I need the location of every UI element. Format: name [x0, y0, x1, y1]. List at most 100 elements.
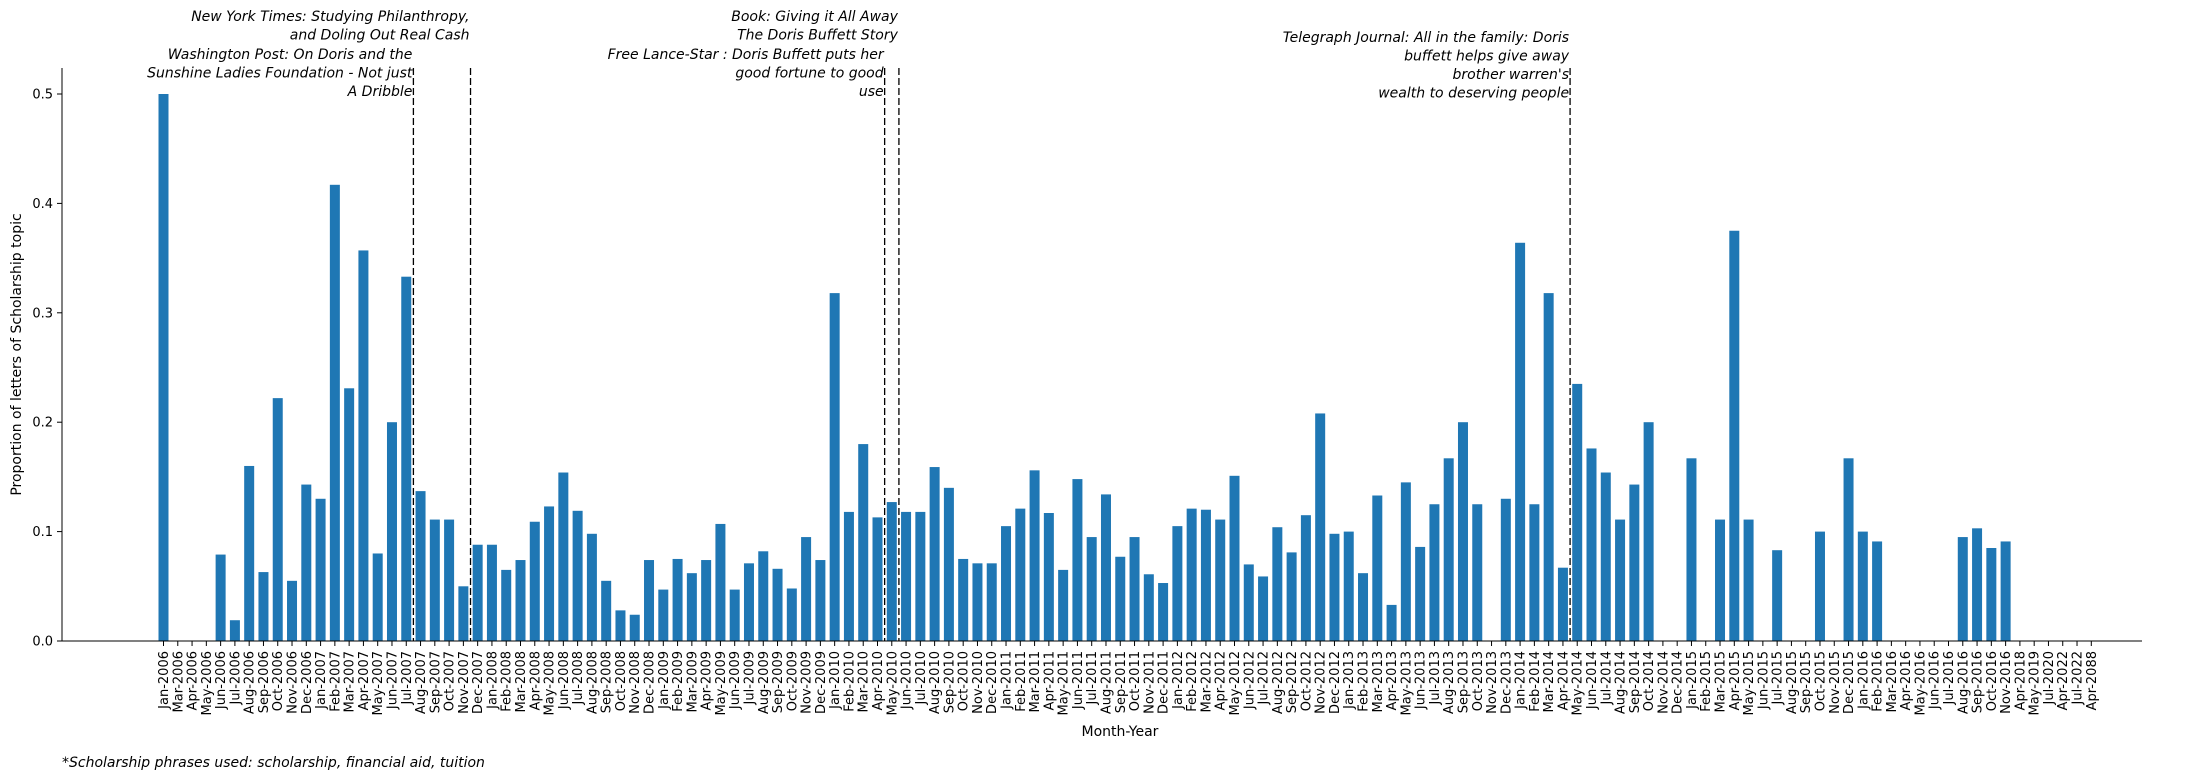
- x-tick-label: May-2006: [200, 651, 215, 715]
- x-tick-label: Jul-2010: [914, 651, 929, 705]
- x-axis-title: Month-Year: [1082, 724, 1159, 740]
- bar: [1972, 528, 1983, 641]
- bar: [315, 498, 326, 641]
- x-tick-label: Dec-2008: [643, 651, 658, 714]
- bar: [958, 558, 969, 641]
- bar: [1001, 526, 1012, 641]
- bar: [1400, 482, 1411, 641]
- bar: [1100, 494, 1111, 641]
- bar: [1058, 569, 1069, 641]
- x-tick-label: Jun-2007: [385, 651, 400, 710]
- annotation-line: The Doris Buffett Story: [737, 28, 899, 44]
- x-tick-label: Dec-2015: [1842, 651, 1857, 714]
- x-tick-label: Jan-2007: [314, 651, 329, 710]
- bar: [1329, 533, 1340, 641]
- x-tick-label: Mar-2012: [1199, 651, 1214, 712]
- bar: [1258, 576, 1269, 641]
- bar: [1857, 531, 1868, 641]
- x-tick-label: Sep-2014: [1628, 651, 1643, 713]
- bar: [743, 563, 754, 641]
- x-tick-label: Oct-2006: [271, 651, 286, 711]
- x-tick-label: Nov-2010: [971, 651, 986, 714]
- x-tick-label: Aug-2010: [928, 651, 943, 714]
- bar: [1743, 519, 1754, 641]
- x-tick-label: Mar-2011: [1028, 651, 1043, 712]
- bar: [929, 467, 940, 641]
- x-tick-label: Nov-2006: [286, 651, 301, 714]
- x-tick-label: Nov-2008: [628, 651, 643, 714]
- x-tick-label: Sep-2008: [600, 651, 615, 713]
- x-tick-label: Mar-2014: [1542, 651, 1557, 712]
- bar: [229, 620, 240, 641]
- x-tick-label: Nov-2007: [457, 651, 472, 714]
- bar: [701, 560, 712, 641]
- annotation-line: brother warren's: [1453, 67, 1570, 83]
- bar: [1814, 531, 1825, 641]
- bar: [1343, 531, 1354, 641]
- bar: [1358, 573, 1369, 641]
- x-tick-label: Jun-2009: [728, 651, 743, 710]
- x-tick-label: Oct-2016: [1985, 651, 2000, 711]
- bar: [429, 519, 440, 641]
- x-tick-label: Sep-2012: [1285, 651, 1300, 713]
- bar: [272, 398, 283, 641]
- x-tick-label: Aug-2012: [1271, 651, 1286, 714]
- bar: [458, 586, 469, 641]
- x-tick-label: Aug-2013: [1442, 651, 1457, 714]
- x-tick-label: Feb-2013: [1357, 651, 1372, 712]
- annotation-line: good fortune to good: [735, 66, 883, 82]
- x-tick-label: Sep-2009: [771, 651, 786, 713]
- y-tick-label: 0.5: [32, 88, 53, 103]
- x-tick-label: Aug-2008: [585, 651, 600, 714]
- bar: [1615, 519, 1626, 641]
- x-tick-label: Apr-2014: [1556, 651, 1571, 710]
- bar: [672, 558, 683, 641]
- x-tick-label: Feb-2016: [1871, 651, 1886, 712]
- bar: [1186, 508, 1197, 641]
- bar: [815, 560, 826, 641]
- x-tick-label: Jul-2020: [2042, 651, 2057, 705]
- bar: [1572, 383, 1583, 641]
- x-tick-label: Jan-2006: [157, 651, 172, 710]
- x-tick-label: May-2013: [1399, 651, 1414, 715]
- bar: [444, 519, 455, 641]
- bar: [1600, 472, 1611, 641]
- annotation: Book: Giving it All Away The Doris Buffet…: [731, 9, 898, 44]
- x-tick-label: Apr-2013: [1385, 651, 1400, 710]
- bar: [1272, 527, 1283, 641]
- bar: [1957, 537, 1968, 641]
- annotation-line: Book: Giving it All Away: [731, 9, 898, 25]
- bar: [158, 94, 169, 641]
- bar: [215, 554, 226, 641]
- bar: [1372, 495, 1383, 641]
- bar: [972, 563, 983, 641]
- x-tick-label: Jun-2011: [1071, 651, 1086, 710]
- bar: [1158, 583, 1169, 641]
- x-tick-label: Jun-2015: [1756, 651, 1771, 710]
- x-tick-label: Jun-2010: [900, 651, 915, 710]
- bar: [801, 537, 812, 641]
- x-tick-label: Jun-2006: [214, 651, 229, 710]
- bar: [1986, 548, 1997, 641]
- x-tick-label: Nov-2016: [1999, 651, 2014, 714]
- x-tick-label: Aug-2014: [1614, 651, 1629, 714]
- bar: [344, 388, 355, 641]
- x-tick-label: Jul-2016: [1942, 651, 1957, 705]
- x-tick-label: May-2007: [371, 651, 386, 715]
- bar: [501, 569, 512, 641]
- x-tick-label: Apr-2009: [700, 651, 715, 710]
- x-tick-label: Dec-2007: [471, 651, 486, 714]
- x-tick-label: Sep-2016: [1971, 651, 1986, 713]
- bar: [1443, 458, 1454, 641]
- x-tick-label: Nov-2009: [800, 651, 815, 714]
- bar: [287, 580, 298, 641]
- bar: [901, 511, 912, 641]
- y-tick-label: 0.0: [32, 635, 53, 650]
- x-tick-label: Aug-2016: [1956, 651, 1971, 714]
- bar: [558, 472, 569, 641]
- bar: [1529, 504, 1540, 641]
- x-tick-label: Jan-2014: [1514, 651, 1529, 710]
- x-tick-label: Apr-2012: [1214, 651, 1229, 710]
- annotation-line: New York Times: Studying Philanthropy,: [191, 9, 469, 25]
- x-tick-label: Apr-2018: [2013, 651, 2028, 710]
